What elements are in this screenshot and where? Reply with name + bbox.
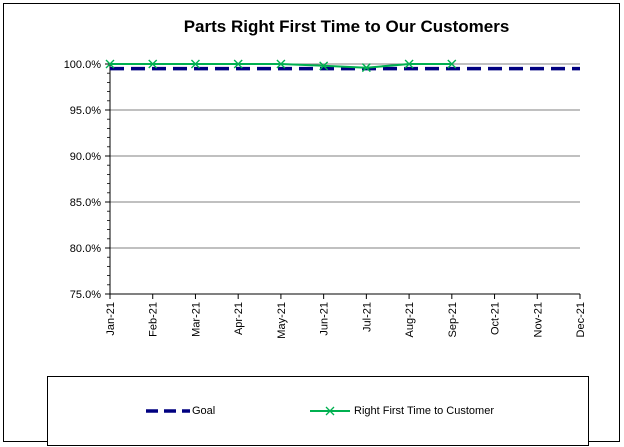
y-tick-label: 85.0% bbox=[70, 197, 101, 209]
x-tick-label: Oct-21 bbox=[490, 302, 502, 335]
x-tick-label: May-21 bbox=[276, 302, 288, 339]
x-tick-label: Aug-21 bbox=[404, 302, 416, 337]
legend-goal-swatch bbox=[146, 409, 190, 413]
y-tick-label: 80.0% bbox=[70, 243, 101, 255]
x-tick-label: Jan-21 bbox=[105, 302, 117, 336]
series-point-rft bbox=[190, 59, 200, 69]
legend-rft-swatch bbox=[310, 406, 350, 416]
series-point-rft bbox=[148, 59, 158, 69]
chart-frame bbox=[3, 3, 620, 442]
y-tick-label: 75.0% bbox=[70, 289, 101, 301]
x-tick-label: Dec-21 bbox=[575, 302, 587, 337]
y-tick-label: 100.0% bbox=[64, 59, 102, 71]
legend-rft-label: Right First Time to Customer bbox=[354, 405, 494, 417]
legend-goal-label: Goal bbox=[192, 405, 216, 417]
x-tick-label: Jul-21 bbox=[361, 302, 373, 332]
legend: Goal Right First Time to Customer bbox=[47, 376, 589, 446]
x-tick-label: Nov-21 bbox=[532, 302, 544, 337]
series-point-rft bbox=[105, 59, 115, 69]
series-point-rft bbox=[233, 59, 243, 69]
series-point-rft bbox=[276, 59, 286, 69]
y-tick-label: 95.0% bbox=[70, 105, 101, 117]
x-tick-label: Feb-21 bbox=[148, 302, 160, 337]
series-point-rft bbox=[361, 63, 371, 73]
series-point-rft bbox=[447, 59, 457, 69]
x-tick-label: Apr-21 bbox=[233, 302, 245, 335]
x-tick-label: Mar-21 bbox=[190, 302, 202, 337]
y-tick-label: 90.0% bbox=[70, 151, 101, 163]
series-point-rft bbox=[319, 61, 329, 71]
series-point-rft bbox=[404, 59, 414, 69]
x-tick-label: Sep-21 bbox=[447, 302, 459, 337]
x-tick-label: Jun-21 bbox=[319, 302, 331, 336]
chart-title: Parts Right First Time to Our Customers bbox=[183, 17, 510, 36]
